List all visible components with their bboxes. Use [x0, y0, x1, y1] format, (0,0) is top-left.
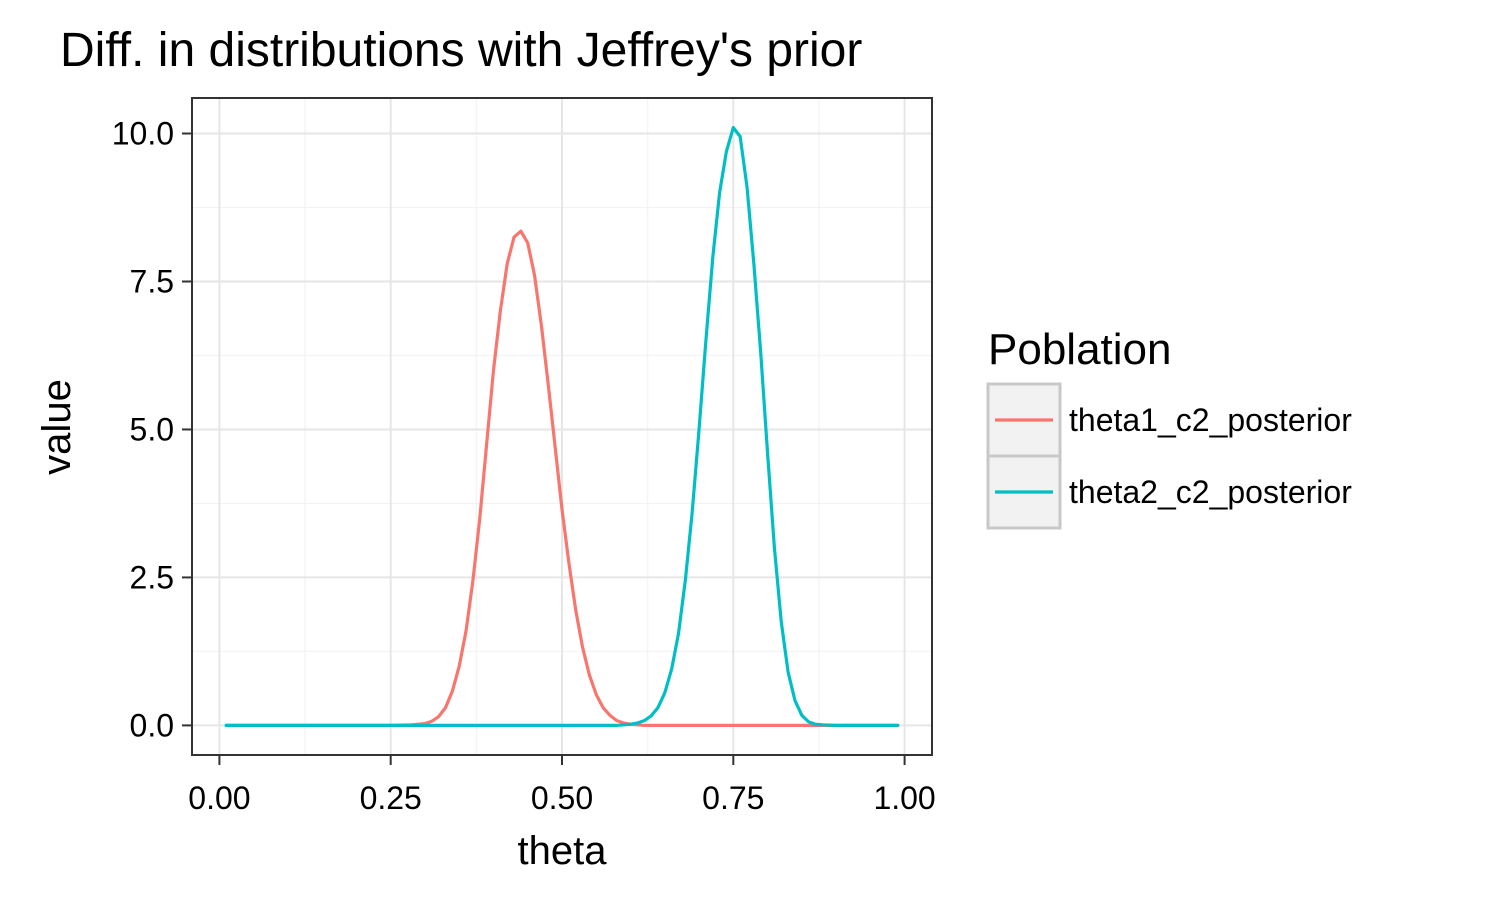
x-tick-label: 0.00 — [188, 780, 250, 816]
y-tick-label: 7.5 — [130, 263, 174, 299]
legend-title: Poblation — [988, 325, 1171, 374]
x-axis-title: theta — [518, 829, 608, 873]
series-line-2 — [224, 125, 900, 728]
x-tick-label: 0.25 — [360, 780, 422, 816]
plot-panel — [191, 97, 933, 756]
y-tick-label: 10.0 — [112, 116, 174, 152]
x-tick-label: 1.00 — [873, 780, 935, 816]
y-tick-label: 2.5 — [130, 559, 174, 595]
y-tick-label: 5.0 — [130, 411, 174, 447]
legend-items: theta1_c2_posterior theta2_c2_posterior — [986, 382, 1352, 530]
chart-title: Diff. in distributions with Jeffrey's pr… — [60, 24, 862, 77]
x-tick-label: 0.75 — [702, 780, 764, 816]
legend-label: theta2_c2_posterior — [1069, 474, 1352, 510]
y-axis: 0.0 2.5 5.0 7.5 10.0 — [112, 116, 192, 743]
legend-label: theta1_c2_posterior — [1069, 402, 1352, 438]
series-line-1 — [224, 229, 900, 728]
y-tick-label: 0.0 — [130, 707, 174, 743]
y-axis-title: value — [35, 379, 79, 475]
legend: Poblation theta1_c2_posterior theta2_c2_p… — [986, 325, 1352, 530]
x-axis: 0.00 0.25 0.50 0.75 1.00 — [188, 755, 936, 816]
x-tick-label: 0.50 — [531, 780, 593, 816]
series-lines — [224, 125, 900, 728]
